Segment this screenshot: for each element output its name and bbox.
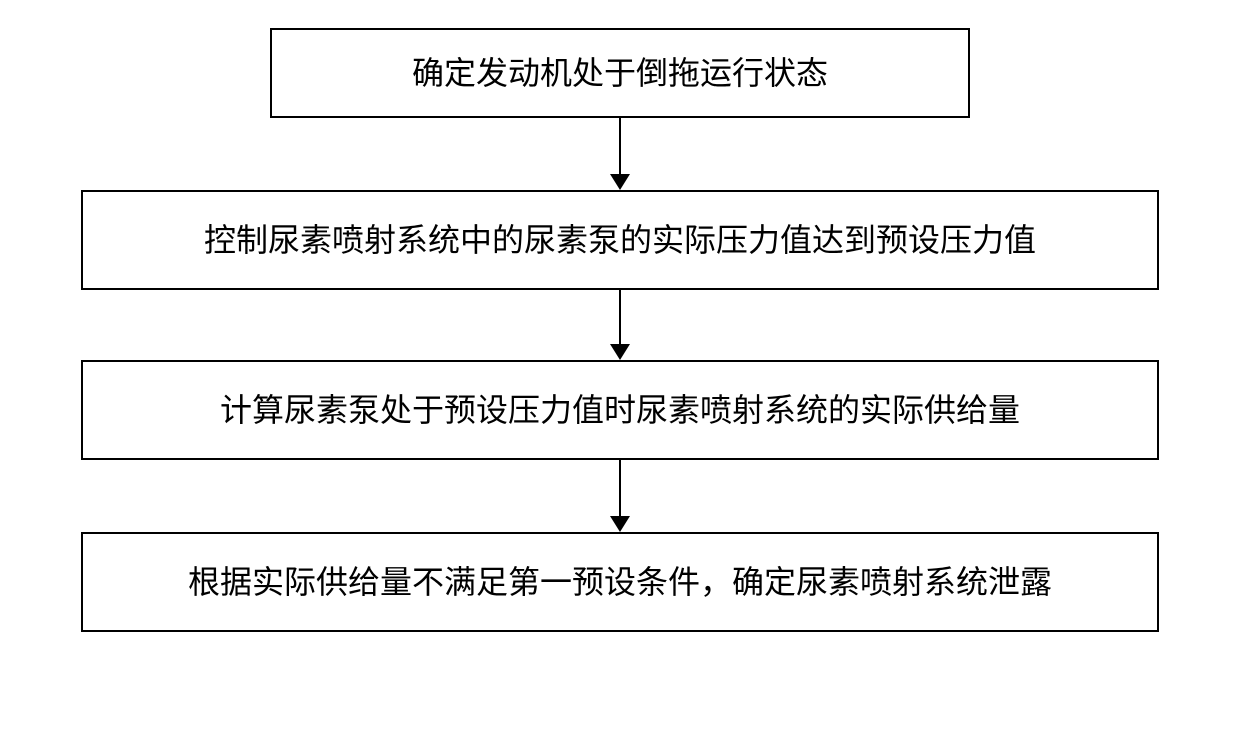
arrow-3 xyxy=(610,460,630,532)
arrow-1 xyxy=(610,118,630,190)
arrow-1-line xyxy=(619,118,621,174)
flow-step-1-text: 确定发动机处于倒拖运行状态 xyxy=(412,51,828,96)
flow-step-2: 控制尿素喷射系统中的尿素泵的实际压力值达到预设压力值 xyxy=(81,190,1159,290)
arrow-1-head xyxy=(610,174,630,190)
flow-step-3-text: 计算尿素泵处于预设压力值时尿素喷射系统的实际供给量 xyxy=(220,388,1020,433)
flow-step-4-text: 根据实际供给量不满足第一预设条件，确定尿素喷射系统泄露 xyxy=(188,560,1052,605)
flow-step-1: 确定发动机处于倒拖运行状态 xyxy=(270,28,970,118)
flow-step-3: 计算尿素泵处于预设压力值时尿素喷射系统的实际供给量 xyxy=(81,360,1159,460)
arrow-2-head xyxy=(610,344,630,360)
flow-step-2-text: 控制尿素喷射系统中的尿素泵的实际压力值达到预设压力值 xyxy=(204,218,1036,263)
arrow-2 xyxy=(610,290,630,360)
flow-step-4: 根据实际供给量不满足第一预设条件，确定尿素喷射系统泄露 xyxy=(81,532,1159,632)
arrow-3-line xyxy=(619,460,621,516)
arrow-3-head xyxy=(610,516,630,532)
arrow-2-line xyxy=(619,290,621,344)
